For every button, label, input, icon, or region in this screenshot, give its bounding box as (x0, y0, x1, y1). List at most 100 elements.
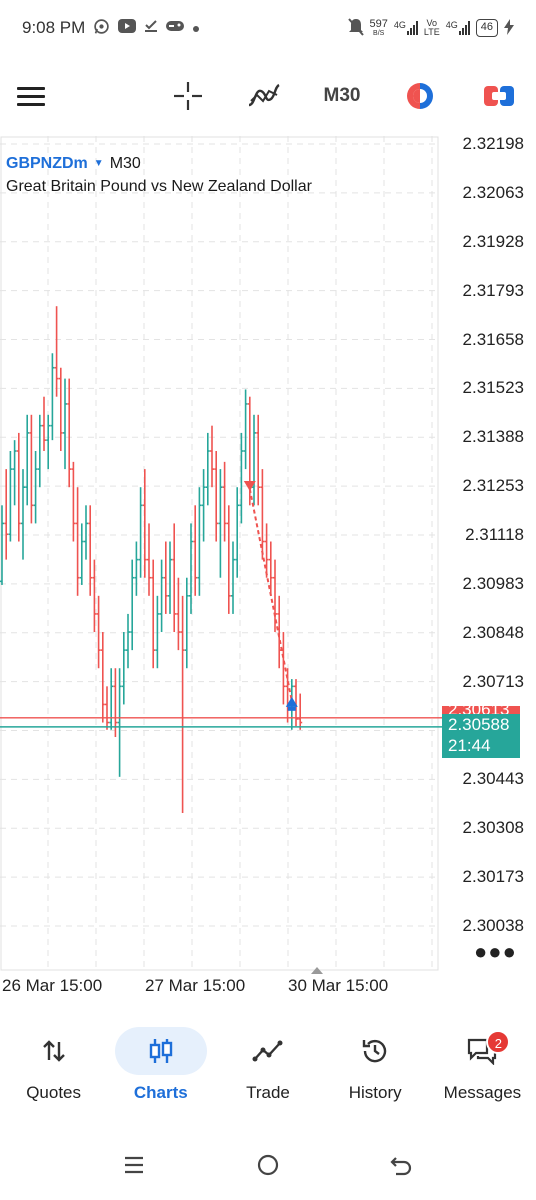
price-bar (67, 378, 72, 488)
price-chart[interactable]: GBPNZDm ▼ M30 Great Britain Pound vs New… (0, 134, 536, 1006)
trade-icon (222, 1027, 314, 1075)
signal-sim2-icon: 4G (446, 21, 470, 35)
clock: 9:08 PM (22, 18, 86, 37)
price-bar (12, 440, 17, 506)
price-axis-label: 2.30983 (462, 573, 524, 593)
price-bar (222, 461, 227, 542)
price-bar (243, 389, 248, 470)
price-bar (105, 686, 109, 730)
price-bar (235, 487, 240, 578)
price-bar (126, 613, 130, 669)
price-bar (109, 668, 114, 730)
price-bar (88, 505, 93, 596)
price-axis-label: 2.31523 (462, 378, 524, 398)
price-axis-label: 2.32063 (462, 182, 524, 202)
scroll-marker-icon[interactable] (311, 967, 323, 974)
gamepad-icon (166, 19, 185, 37)
price-bar (96, 595, 101, 669)
chart-canvas[interactable] (0, 136, 536, 1006)
current-price-box: 2.30588 21:44 (442, 714, 520, 758)
one-click-trading-icon[interactable] (402, 66, 438, 126)
price-bar (29, 414, 34, 524)
price-bar (260, 469, 265, 560)
price-bar (84, 505, 88, 560)
price-bar (58, 367, 63, 452)
price-bar (33, 451, 38, 524)
price-bar (218, 469, 223, 578)
price-axis-label: 2.30038 (462, 916, 524, 935)
price-bar (205, 432, 210, 506)
price-bar (117, 668, 122, 777)
recent-apps-icon[interactable] (119, 1150, 149, 1180)
trading-panel-icon[interactable] (482, 66, 516, 126)
history-icon (329, 1027, 421, 1075)
price-bar (168, 541, 172, 614)
chart-timeframe-label: M30 (109, 155, 141, 172)
price-bar (92, 559, 97, 633)
price-axis-label: 2.32198 (462, 134, 524, 153)
charging-icon (504, 19, 514, 37)
price-bar (239, 432, 244, 524)
back-icon[interactable] (387, 1150, 417, 1180)
price-bar (8, 451, 13, 542)
status-bar: 9:08 PM 597 B/S 4G Vo LTE (0, 0, 536, 56)
nav-quotes[interactable]: Quotes (0, 1020, 107, 1120)
price-axis-label: 2.31928 (462, 231, 524, 251)
price-bar (113, 668, 118, 738)
trade-connector-line (248, 488, 293, 702)
price-bar (100, 632, 105, 723)
price-bar (268, 541, 273, 596)
price-bar (37, 414, 42, 488)
crosshair-icon[interactable] (170, 66, 206, 126)
volte-icon: Vo LTE (423, 18, 440, 37)
price-bar (142, 469, 147, 578)
price-axis-label: 2.31388 (462, 427, 524, 447)
indicators-icon[interactable] (246, 66, 282, 126)
bar-countdown: 21:44 (448, 736, 491, 755)
nav-trade[interactable]: Trade (214, 1020, 321, 1120)
price-bar (184, 577, 189, 669)
nav-history[interactable]: History (322, 1020, 429, 1120)
price-bar (172, 523, 177, 633)
mute-icon (347, 18, 364, 38)
price-bar (210, 425, 214, 488)
price-bar (252, 414, 256, 506)
price-bar (163, 541, 168, 614)
hamburger-icon[interactable] (16, 66, 46, 126)
plot-frame (0, 136, 439, 971)
price-bar (134, 541, 139, 596)
price-bar (21, 469, 25, 560)
price-axis-label: 2.30848 (462, 622, 524, 642)
quotes-icon (8, 1027, 100, 1075)
price-axis-label: 2.31793 (462, 280, 524, 300)
download-done-icon (144, 19, 158, 37)
chart-toolbar: M30 (0, 66, 536, 126)
nav-messages[interactable]: 2 Messages (429, 1020, 536, 1120)
date-label-1: 26 Mar 15:00 (2, 976, 103, 995)
price-bar (46, 414, 51, 470)
price-bar (155, 595, 160, 669)
price-axis-label: 2.30308 (462, 818, 524, 838)
price-bar (231, 541, 235, 614)
price-bar (159, 559, 164, 633)
price-axis-label: 2.31253 (462, 476, 524, 496)
symbol-dropdown-icon[interactable]: ▼ (93, 158, 104, 169)
timeframe-button[interactable]: M30 (323, 85, 361, 106)
price-axis-label: 2.30173 (462, 867, 524, 887)
symbol-info: GBPNZDm ▼ M30 Great Britain Pound vs New… (6, 152, 312, 198)
system-navigation (0, 1140, 536, 1190)
more-options-icon[interactable]: ●●● (474, 939, 517, 964)
home-icon[interactable] (253, 1150, 283, 1180)
symbol-name[interactable]: GBPNZDm (6, 155, 88, 172)
price-bar (4, 469, 9, 560)
price-bar (214, 451, 219, 542)
price-axis-label: 2.30713 (462, 671, 524, 691)
date-label-2: 27 Mar 15:00 (145, 976, 246, 995)
price-bar (50, 353, 55, 441)
nav-charts[interactable]: Charts (107, 1020, 214, 1120)
price-bar (0, 505, 4, 585)
price-bar (147, 523, 151, 596)
battery-indicator: 46 (475, 19, 498, 37)
price-bar (201, 469, 206, 542)
price-axis-label: 2.30443 (462, 769, 524, 789)
